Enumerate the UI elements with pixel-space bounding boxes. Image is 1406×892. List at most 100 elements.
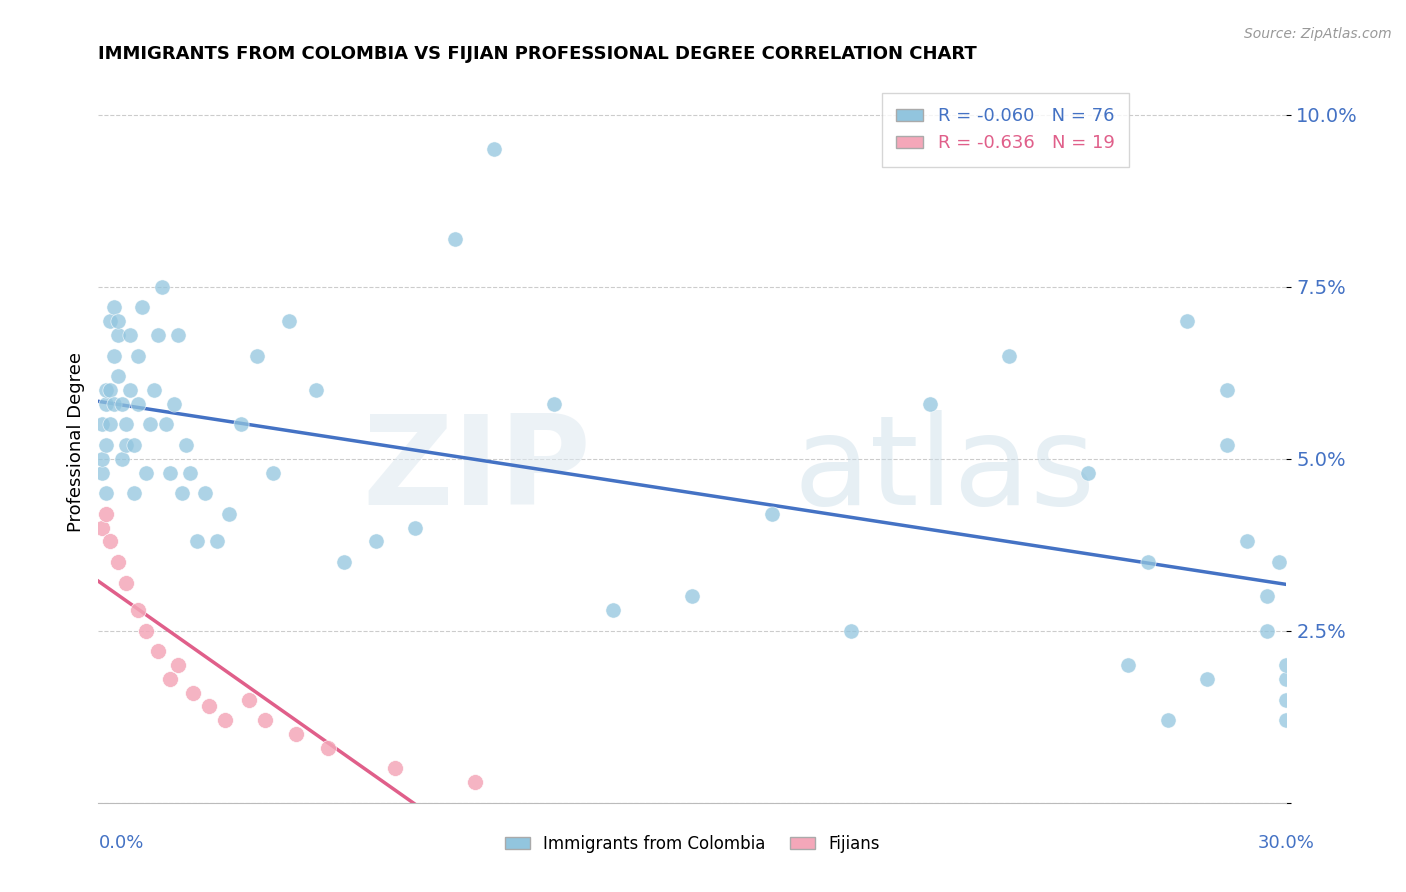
- Point: [120, 327, 142, 342]
- Point: [1116, 658, 1139, 673]
- Point: [198, 699, 221, 714]
- Point: [484, 142, 506, 156]
- Point: [98, 534, 121, 549]
- Point: [246, 349, 269, 363]
- Text: ZIP: ZIP: [363, 410, 592, 531]
- Y-axis label: Professional Degree: Professional Degree: [66, 351, 84, 532]
- Point: [602, 603, 624, 617]
- Point: [107, 369, 129, 384]
- Point: [122, 486, 145, 500]
- Point: [111, 397, 134, 411]
- Point: [839, 624, 862, 638]
- Point: [91, 520, 114, 534]
- Point: [96, 507, 118, 521]
- Point: [464, 775, 486, 789]
- Point: [107, 555, 129, 569]
- Point: [1216, 438, 1239, 452]
- Point: [1136, 555, 1159, 569]
- Point: [107, 327, 129, 342]
- Point: [404, 520, 426, 534]
- Point: [135, 624, 157, 638]
- Legend: Immigrants from Colombia, Fijians: Immigrants from Colombia, Fijians: [498, 828, 887, 860]
- Point: [107, 314, 129, 328]
- Point: [159, 672, 181, 686]
- Point: [91, 451, 114, 466]
- Point: [127, 603, 149, 617]
- Point: [1256, 624, 1278, 638]
- Point: [1197, 672, 1219, 686]
- Text: atlas: atlas: [793, 410, 1095, 531]
- Point: [1275, 658, 1298, 673]
- Point: [115, 438, 138, 452]
- Point: [111, 451, 134, 466]
- Point: [155, 417, 177, 432]
- Text: 30.0%: 30.0%: [1258, 834, 1315, 852]
- Point: [186, 534, 208, 549]
- Point: [364, 534, 387, 549]
- Point: [1236, 534, 1258, 549]
- Point: [1156, 713, 1178, 727]
- Point: [120, 383, 142, 397]
- Point: [98, 383, 121, 397]
- Point: [285, 727, 308, 741]
- Point: [761, 507, 783, 521]
- Point: [998, 349, 1021, 363]
- Point: [115, 417, 138, 432]
- Point: [214, 713, 236, 727]
- Point: [179, 466, 201, 480]
- Point: [174, 438, 197, 452]
- Point: [146, 327, 169, 342]
- Point: [163, 397, 186, 411]
- Point: [127, 397, 149, 411]
- Point: [96, 397, 118, 411]
- Point: [91, 417, 114, 432]
- Text: IMMIGRANTS FROM COLOMBIA VS FIJIAN PROFESSIONAL DEGREE CORRELATION CHART: IMMIGRANTS FROM COLOMBIA VS FIJIAN PROFE…: [98, 45, 977, 63]
- Text: 0.0%: 0.0%: [98, 834, 143, 852]
- Point: [91, 466, 114, 480]
- Point: [1077, 466, 1099, 480]
- Point: [96, 486, 118, 500]
- Point: [159, 466, 181, 480]
- Point: [277, 314, 299, 328]
- Point: [103, 397, 125, 411]
- Point: [681, 590, 703, 604]
- Point: [1177, 314, 1199, 328]
- Point: [115, 575, 138, 590]
- Point: [98, 314, 121, 328]
- Point: [1216, 383, 1239, 397]
- Point: [103, 301, 125, 315]
- Point: [205, 534, 228, 549]
- Point: [146, 644, 169, 658]
- Point: [384, 761, 406, 775]
- Point: [316, 740, 339, 755]
- Point: [122, 438, 145, 452]
- Point: [218, 507, 240, 521]
- Point: [229, 417, 252, 432]
- Point: [170, 486, 193, 500]
- Point: [1275, 692, 1298, 706]
- Point: [166, 327, 188, 342]
- Point: [135, 466, 157, 480]
- Point: [1275, 672, 1298, 686]
- Point: [96, 383, 118, 397]
- Point: [131, 301, 153, 315]
- Point: [127, 349, 149, 363]
- Point: [444, 231, 467, 245]
- Point: [920, 397, 942, 411]
- Point: [1256, 590, 1278, 604]
- Point: [150, 279, 173, 293]
- Point: [305, 383, 328, 397]
- Point: [194, 486, 217, 500]
- Point: [142, 383, 165, 397]
- Point: [183, 686, 205, 700]
- Point: [238, 692, 260, 706]
- Point: [139, 417, 162, 432]
- Point: [333, 555, 356, 569]
- Text: Source: ZipAtlas.com: Source: ZipAtlas.com: [1244, 27, 1392, 41]
- Point: [96, 438, 118, 452]
- Point: [262, 466, 284, 480]
- Point: [1275, 713, 1298, 727]
- Point: [98, 417, 121, 432]
- Point: [1267, 555, 1289, 569]
- Point: [166, 658, 188, 673]
